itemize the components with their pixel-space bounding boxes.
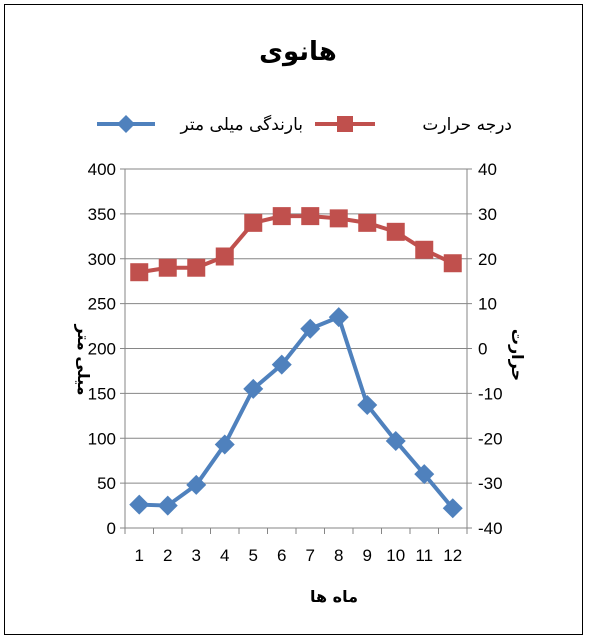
temperature-point xyxy=(130,263,149,282)
right-tick-label: -20 xyxy=(478,429,503,448)
left-tick-label: 0 xyxy=(107,519,116,538)
right-tick-label: 40 xyxy=(478,160,497,179)
x-tick-label: 4 xyxy=(220,546,229,565)
right-tick-label: -30 xyxy=(478,474,503,493)
rainfall-point xyxy=(357,395,378,416)
temperature-point xyxy=(244,213,263,232)
temperature-point xyxy=(187,258,206,277)
temperature-point xyxy=(301,207,320,226)
right-axis-title: حرارت xyxy=(508,329,527,381)
left-tick-label: 400 xyxy=(88,160,116,179)
right-tick-label: 10 xyxy=(478,295,497,314)
series xyxy=(129,207,463,519)
x-tick-label: 2 xyxy=(163,546,172,565)
rainfall-point xyxy=(271,354,292,375)
chart-frame xyxy=(4,4,583,635)
temperature-point xyxy=(158,258,177,277)
temperature-point xyxy=(386,222,405,241)
legend-item-rainfall: بارندگی میلی متر xyxy=(97,114,303,135)
rainfall-point xyxy=(157,495,178,516)
legend-item-temperature: درجه حرارت xyxy=(315,115,512,135)
rainfall-point xyxy=(442,498,463,519)
left-tick-label: 300 xyxy=(88,250,116,269)
x-tick-label: 3 xyxy=(192,546,201,565)
legend-temperature-marker xyxy=(337,116,353,132)
x-axis-ticks: 1 2 3 4 5 6 7 8 9 10 11 12 xyxy=(124,528,468,565)
rainfall-point xyxy=(214,434,235,455)
right-axis-ticks: -40 -30 -20 -10 0 10 20 30 40 xyxy=(467,160,503,538)
temperature-point xyxy=(443,254,462,273)
temperature-point xyxy=(272,207,291,226)
chart-title: هانوی xyxy=(259,37,337,67)
left-tick-label: 350 xyxy=(88,205,116,224)
legend-rainfall-label: بارندگی میلی متر xyxy=(180,114,304,135)
rainfall-point xyxy=(129,494,150,515)
legend: درجه حرارت بارندگی میلی متر xyxy=(97,114,512,135)
left-tick-label: 100 xyxy=(88,429,116,448)
legend-rainfall-marker xyxy=(117,115,135,133)
left-tick-label: 200 xyxy=(88,340,116,359)
x-tick-label: 8 xyxy=(334,546,343,565)
temperature-point xyxy=(358,213,377,232)
temperature-point xyxy=(329,209,348,228)
rainfall-point xyxy=(414,464,435,485)
left-tick-label: 150 xyxy=(88,384,116,403)
left-axis-title: میلی متر xyxy=(74,323,93,395)
rainfall-point xyxy=(300,318,321,339)
rainfall-point xyxy=(186,474,207,495)
x-tick-label: 5 xyxy=(249,546,258,565)
right-tick-label: -40 xyxy=(478,519,503,538)
rainfall-point xyxy=(328,307,349,328)
temperature-point xyxy=(415,240,434,259)
left-tick-label: 250 xyxy=(88,295,116,314)
temperature-line xyxy=(138,214,454,275)
x-tick-label: 7 xyxy=(306,546,315,565)
rainfall-line xyxy=(139,315,455,510)
x-axis-title: ماه ها xyxy=(310,587,358,606)
right-tick-label: 20 xyxy=(478,250,497,269)
x-tick-label: 1 xyxy=(135,546,144,565)
right-tick-label: 30 xyxy=(478,205,497,224)
rainfall-point xyxy=(243,378,264,399)
legend-temperature-label: درجه حرارت xyxy=(422,115,512,135)
x-tick-label: 12 xyxy=(443,546,462,565)
right-tick-label: -10 xyxy=(478,384,503,403)
left-axis-ticks: 0 50 100 150 200 250 300 350 400 xyxy=(88,160,125,538)
x-tick-label: 9 xyxy=(363,546,372,565)
x-tick-label: 6 xyxy=(277,546,286,565)
right-tick-label: 0 xyxy=(478,340,487,359)
x-tick-label: 10 xyxy=(386,546,405,565)
left-tick-label: 50 xyxy=(97,474,116,493)
x-tick-label: 11 xyxy=(415,546,433,565)
temperature-point xyxy=(215,247,234,266)
rainfall-point xyxy=(385,430,406,451)
